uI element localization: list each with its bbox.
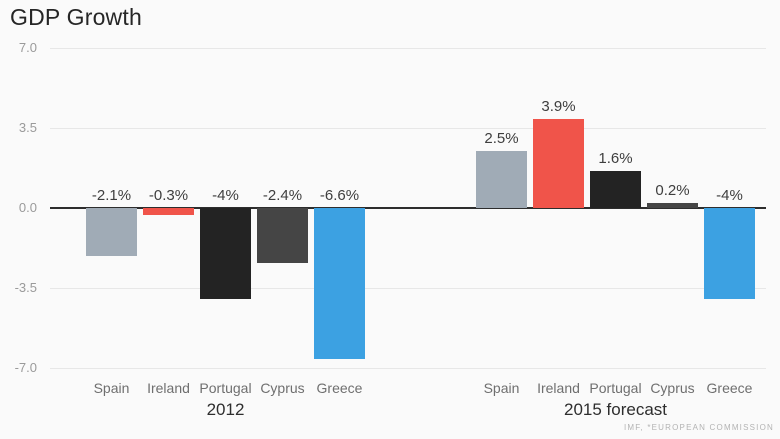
gridline [50,368,766,369]
y-axis-tick-label: 3.5 [18,120,37,135]
x-axis-label-greece: Greece [316,380,363,396]
chart-title: GDP Growth [10,4,142,30]
x-axis-label-spain: Spain [483,380,520,396]
bar-value-label: -4% [716,187,743,204]
source-attribution: IMF, *EUROPEAN COMMISSION [623,423,774,432]
bar-value-label: -2.1% [91,187,132,204]
y-axis-tick-label: -7.0 [14,360,37,375]
bar-portugal-2012 [200,208,251,299]
x-axis-label-ireland: Ireland [537,380,580,396]
gridline [50,128,766,129]
x-axis-label-portugal: Portugal [589,380,642,396]
zero-axis-line [50,207,766,209]
x-axis-label-greece: Greece [706,380,753,396]
y-axis-tick-label: -3.5 [14,280,37,295]
bar-value-label: -4% [212,187,239,204]
bar-value-label: 0.2% [655,182,690,199]
bar-cyprus-2012 [257,208,308,263]
y-axis-tick-label: 7.0 [18,40,37,55]
gridline [50,288,766,289]
bar-greece-2012 [314,208,365,359]
bar-ireland-2015 [533,119,584,208]
bar-spain-2015 [476,151,527,208]
x-axis-label-portugal: Portugal [199,380,252,396]
x-axis-label-cyprus: Cyprus [650,380,695,396]
bar-portugal-2015 [590,171,641,208]
x-axis-label-ireland: Ireland [147,380,190,396]
x-axis-label-cyprus: Cyprus [260,380,305,396]
bar-ireland-2012 [143,208,194,215]
group-label: 2015 forecast [563,400,667,419]
x-axis-label-spain: Spain [93,380,130,396]
bar-value-label: -2.4% [262,187,303,204]
bar-value-label: 3.9% [541,98,576,115]
group-label: 2012 [206,400,245,419]
y-axis-tick-label: 0.0 [18,200,37,215]
bar-spain-2012 [86,208,137,256]
bar-cyprus-2015 [647,203,698,208]
bar-value-label: 2.5% [484,130,519,147]
bar-value-label: -6.6% [319,187,360,204]
bar-greece-2015 [704,208,755,299]
gridline [50,48,766,49]
bar-value-label: 1.6% [598,150,633,167]
bar-value-label: -0.3% [148,187,189,204]
